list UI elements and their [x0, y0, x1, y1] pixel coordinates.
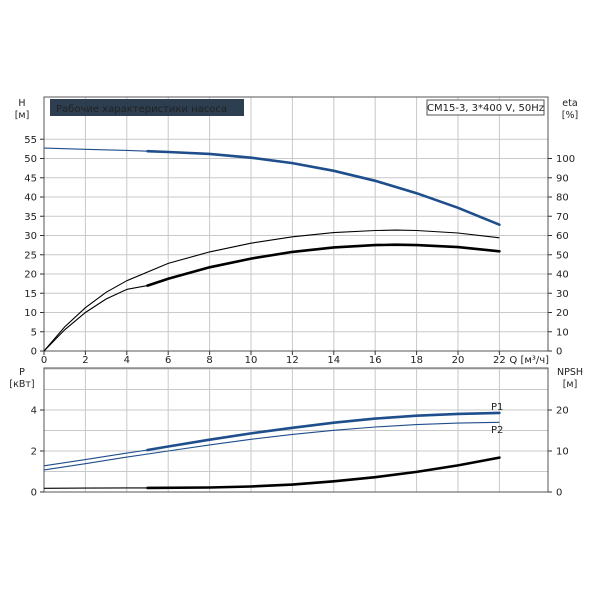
y-right-tick-label: 40: [556, 270, 569, 281]
y-left-tick-label: 0: [31, 347, 37, 358]
x-axis-label: Q [м³/ч]: [509, 355, 549, 366]
y-right-tick-label: 10: [556, 327, 569, 338]
y-left-tick-label: 55: [24, 135, 37, 146]
model-info: CM15-3, 3*400 V, 50Hz: [427, 103, 544, 114]
model-info-box: [426, 99, 545, 116]
y-left-tick-label: 4: [31, 406, 37, 417]
y-right-tick-label: 90: [556, 173, 569, 184]
x-tick-label: 12: [286, 355, 299, 366]
y-left-axis-label: P: [19, 367, 25, 378]
y-left-tick-label: 40: [24, 193, 37, 204]
y-right-axis-unit: [м]: [563, 379, 578, 390]
y-left-tick-label: 35: [24, 212, 37, 223]
x-tick-label: 20: [452, 355, 465, 366]
y-left-tick-label: 10: [24, 308, 37, 319]
series-NPSH-thick: [146, 456, 501, 490]
y-right-tick-label: 30: [556, 289, 569, 300]
chart-title: Рабочие характеристики насоса: [56, 104, 227, 115]
y-left-tick-label: 20: [24, 270, 37, 281]
series-P1-thick: [146, 411, 501, 452]
series-eta_pump-thin: [43, 285, 148, 352]
series-H-thin: [43, 147, 148, 152]
y-right-tick-label: 70: [556, 212, 569, 223]
x-tick-label: 6: [165, 355, 171, 366]
x-tick-label: 2: [82, 355, 88, 366]
y-left-tick-label: 45: [24, 173, 37, 184]
series-P1-thin: [43, 449, 148, 467]
x-tick-label: 16: [369, 355, 382, 366]
y-left-tick-label: 2: [31, 447, 37, 458]
y-right-axis-unit: [%]: [562, 110, 578, 121]
y-left-tick-label: 25: [24, 250, 37, 261]
y-right-tick-label: 80: [556, 193, 569, 204]
y-right-axis-label: NPSH: [557, 367, 583, 378]
x-tick-label: 14: [327, 355, 340, 366]
y-left-axis-label: H: [18, 98, 25, 109]
chart-title-box: [50, 99, 244, 116]
series-label-P2: P2: [491, 425, 503, 436]
y-left-tick-label: 30: [24, 231, 37, 242]
y-right-tick-label: 60: [556, 231, 569, 242]
x-tick-label: 22: [493, 355, 506, 366]
y-right-tick-label: 0: [556, 488, 562, 499]
y-left-axis-unit: [кВт]: [9, 379, 34, 390]
y-right-tick-label: 0: [556, 347, 562, 358]
x-tick-label: 0: [41, 355, 47, 366]
plot-frame: [43, 367, 549, 493]
plot-frame: [43, 96, 549, 352]
y-right-axis-label: eta: [562, 98, 577, 109]
y-left-axis-unit: [м]: [15, 110, 30, 121]
y-right-tick-label: 10: [556, 447, 569, 458]
series-label-P1: P1: [491, 402, 503, 413]
x-tick-label: 8: [206, 355, 212, 366]
x-tick-label: 4: [124, 355, 130, 366]
series-eta_total-thin: [43, 229, 500, 352]
y-left-tick-label: 5: [31, 327, 37, 338]
x-tick-label: 10: [245, 355, 258, 366]
series-eta_pump-thick: [146, 243, 501, 287]
y-left-tick-label: 50: [24, 154, 37, 165]
x-tick-label: 18: [410, 355, 423, 366]
series-H-thick: [146, 149, 501, 226]
y-right-tick-label: 20: [556, 308, 569, 319]
y-right-tick-label: 100: [556, 154, 575, 165]
y-right-tick-label: 20: [556, 406, 569, 417]
series-P2-thin: [43, 421, 500, 471]
y-right-tick-label: 50: [556, 250, 569, 261]
y-left-tick-label: 0: [31, 488, 37, 499]
y-left-tick-label: 15: [24, 289, 37, 300]
